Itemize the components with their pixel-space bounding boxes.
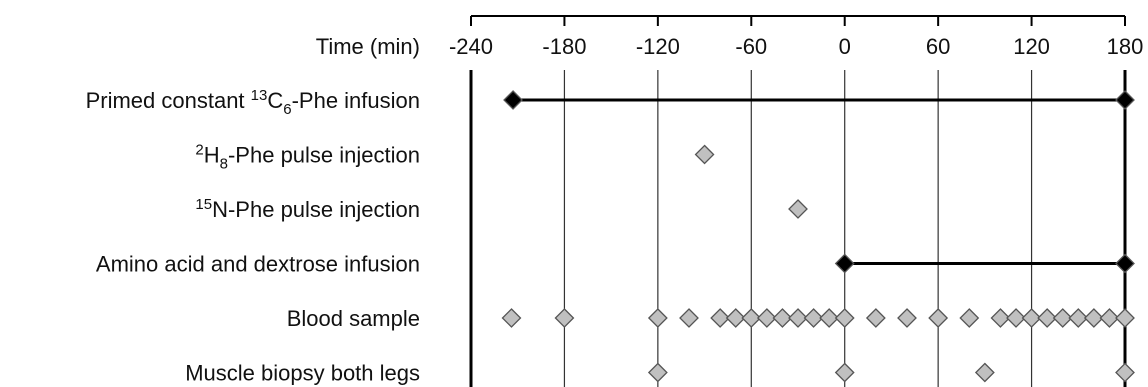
- x-axis: -240 -180 -120 -60 0 60 120 180: [449, 15, 1144, 59]
- event-marker: [788, 308, 808, 328]
- event-marker: [1115, 90, 1135, 110]
- event-marker: [865, 308, 886, 328]
- event-marker: [897, 308, 917, 328]
- event-markers: [501, 90, 1135, 383]
- event-marker: [647, 362, 668, 383]
- axis-title: Time (min): [316, 34, 420, 59]
- event-marker: [1052, 308, 1073, 328]
- row-labels: Time (min) Primed constant 13C6-Phe infus…: [86, 34, 420, 386]
- event-marker: [1115, 253, 1135, 274]
- row-label: 15N-Phe pulse injection: [195, 196, 420, 222]
- event-marker: [1115, 308, 1135, 328]
- row-label: Primed constant 13C6-Phe infusion: [86, 87, 420, 118]
- event-marker: [834, 253, 855, 274]
- event-marker: [647, 308, 668, 328]
- event-marker: [959, 308, 980, 328]
- event-marker: [501, 308, 522, 328]
- x-tick-label: 180: [1107, 34, 1144, 59]
- event-marker: [710, 308, 731, 328]
- event-marker: [1099, 308, 1120, 328]
- event-marker: [554, 308, 575, 328]
- event-marker: [1037, 308, 1058, 328]
- x-tick-label: -180: [542, 34, 586, 59]
- row-label: Muscle biopsy both legs: [185, 361, 420, 386]
- row-label: 2H8-Phe pulse injection: [195, 142, 420, 173]
- event-marker: [974, 362, 995, 383]
- row-label: Amino acid and dextrose infusion: [96, 252, 420, 277]
- event-marker: [1083, 308, 1104, 328]
- x-tick-label: -240: [449, 34, 493, 59]
- event-marker: [1068, 308, 1089, 328]
- event-marker: [788, 199, 808, 219]
- x-tick-label: 60: [926, 34, 950, 59]
- x-tick-label: 0: [839, 34, 851, 59]
- event-marker: [741, 308, 762, 328]
- event-marker: [694, 144, 715, 165]
- grid-lines: [469, 70, 1127, 387]
- event-marker: [1021, 308, 1042, 328]
- event-marker: [834, 362, 855, 383]
- event-marker: [1006, 308, 1026, 328]
- event-marker: [503, 90, 523, 110]
- event-marker: [990, 308, 1011, 328]
- event-marker: [772, 308, 793, 328]
- event-marker: [834, 308, 855, 328]
- x-tick-label: -120: [636, 34, 680, 59]
- event-marker: [928, 308, 949, 328]
- x-tick-label: 120: [1013, 34, 1050, 59]
- event-marker: [819, 308, 840, 328]
- event-marker: [1115, 362, 1135, 383]
- event-marker: [679, 308, 699, 328]
- row-label: Blood sample: [287, 306, 420, 331]
- event-marker: [756, 308, 777, 328]
- event-marker: [803, 308, 824, 328]
- duration-lines: [513, 98, 1125, 265]
- x-tick-label: -60: [735, 34, 767, 59]
- event-marker: [725, 308, 746, 328]
